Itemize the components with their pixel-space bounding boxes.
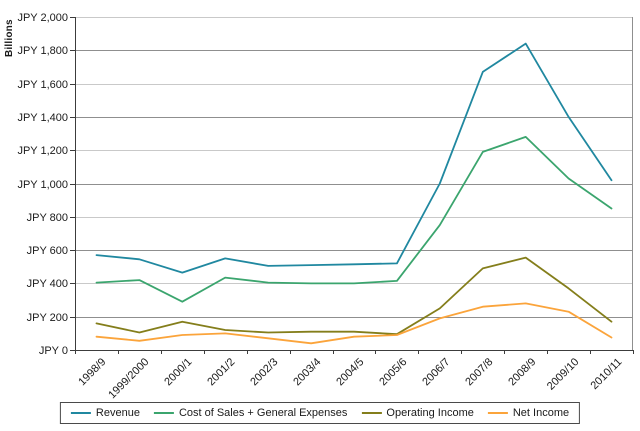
legend-label: Net Income	[512, 407, 570, 419]
y-tick-label: JPY 0	[38, 344, 68, 357]
legend-item: Revenue	[70, 407, 140, 419]
legend-label: Cost of Sales + General Expenses	[178, 407, 348, 419]
series-line-cost-of-sales-general-expenses	[95, 135, 613, 303]
y-tick-label: JPY 400	[26, 277, 68, 290]
y-tick-label: JPY 2,000	[17, 11, 68, 24]
legend-item: Operating Income	[361, 407, 474, 419]
y-tick-label: JPY 800	[26, 211, 68, 224]
y-tick-label: JPY 1,600	[17, 78, 68, 91]
legend-swatch-icon	[361, 412, 382, 414]
y-tick-label: JPY 1,200	[17, 144, 68, 157]
series-line-net-income	[95, 302, 613, 345]
y-tick-label: JPY 1,000	[17, 178, 68, 191]
legend-label: Operating Income	[386, 407, 474, 419]
legend-label: Revenue	[95, 407, 140, 419]
series-line-operating-income	[95, 256, 613, 336]
legend-swatch-icon	[487, 412, 508, 414]
series-line-revenue	[95, 42, 613, 274]
y-tick-label: JPY 200	[26, 311, 68, 324]
legend-item: Net Income	[487, 407, 570, 419]
legend: Revenue Cost of Sales + General Expenses O…	[59, 402, 581, 424]
y-tick-label: JPY 1,400	[17, 111, 68, 124]
legend-swatch-icon	[153, 412, 174, 414]
y-tick-label: JPY 1,800	[17, 44, 68, 57]
y-tick-label: JPY 600	[26, 244, 68, 257]
legend-item: Cost of Sales + General Expenses	[153, 407, 348, 419]
legend-swatch-icon	[70, 412, 91, 414]
